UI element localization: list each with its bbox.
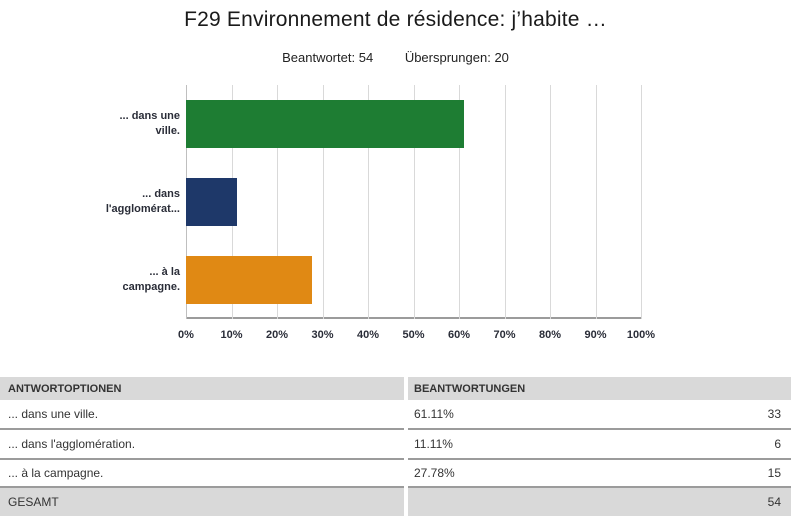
response-stats: Beantwortet: 54 Übersprungen: 20 bbox=[0, 50, 791, 65]
header-antwortoptionen: ANTWORTOPTIONEN bbox=[0, 377, 404, 400]
table-row-3: ... à la campagne. 27.78% 15 bbox=[0, 460, 791, 488]
x-tick-label-40%: 40% bbox=[356, 329, 380, 341]
category-label-2: ... dans l'agglomérat... bbox=[105, 188, 180, 215]
option-cell: ... dans l'agglomération. bbox=[0, 430, 404, 460]
x-tick-label-90%: 90% bbox=[584, 329, 607, 341]
gridline-20% bbox=[277, 85, 278, 319]
total-count: 54 bbox=[767, 495, 781, 509]
option-cell: ... à la campagne. bbox=[0, 460, 404, 488]
table-row-1: ... dans une ville. 61.11% 33 bbox=[0, 400, 791, 430]
gridline-60% bbox=[459, 85, 460, 319]
gridline-80% bbox=[550, 85, 551, 319]
percent-cell: 27.78% bbox=[414, 466, 455, 480]
count-cell: 6 bbox=[774, 437, 781, 451]
answered-value: 54 bbox=[358, 50, 374, 65]
gridline-30% bbox=[322, 85, 324, 319]
option-cell: ... dans une ville. bbox=[0, 400, 404, 430]
header-beantwortungen: BEANTWORTUNGEN bbox=[408, 377, 791, 400]
x-tick-label-70%: 70% bbox=[493, 329, 516, 341]
skipped-label: Übersprungen: bbox=[404, 50, 491, 65]
gridline-40% bbox=[368, 85, 369, 319]
x-tick-label-20%: 20% bbox=[265, 329, 289, 341]
bar-chart: 0% 10% 20% 30% 40% 50% 60% 70% 80% 90% 100% ... dan… bbox=[105, 85, 656, 341]
category-label-3: ... à la campagne. bbox=[122, 266, 180, 293]
chart-plot-area bbox=[186, 85, 642, 319]
gridline-70% bbox=[504, 85, 506, 319]
category-label-1: ... dans une ville. bbox=[119, 110, 180, 137]
bar-3-... à la campagne.[interactable] bbox=[186, 256, 313, 304]
gridline-90% bbox=[595, 85, 597, 319]
table-header-row: ANTWORTOPTIONEN BEANTWORTUNGEN bbox=[0, 377, 791, 400]
answered-label: Beantwortet: bbox=[282, 50, 356, 65]
x-tick-label-10%: 10% bbox=[220, 329, 243, 341]
x-tick-label-50%: 50% bbox=[402, 329, 425, 341]
bar-1-... dans une ville.[interactable] bbox=[186, 100, 465, 148]
x-tick-label-100%: 100% bbox=[626, 329, 656, 341]
table-total-row: GESAMT 54 bbox=[0, 488, 791, 516]
table-body: ... dans une ville. 61.11% 33 ... dans l'ag… bbox=[0, 400, 791, 488]
percent-cell: 61.11% bbox=[414, 407, 454, 421]
skipped-value: 20 bbox=[494, 50, 509, 65]
x-tick-label-30%: 30% bbox=[311, 329, 334, 341]
table-row-2: ... dans l'agglomération. 11.11% 6 bbox=[0, 430, 791, 460]
x-tick-label-60%: 60% bbox=[447, 329, 471, 341]
bar-2-... dans l'agglomération.[interactable] bbox=[186, 178, 237, 226]
gridline-100% bbox=[641, 85, 642, 319]
x-tick-label-0%: 0% bbox=[178, 329, 194, 341]
total-label: GESAMT bbox=[0, 488, 404, 516]
count-cell: 15 bbox=[767, 466, 781, 480]
skipped-stat: Übersprungen: 20 bbox=[405, 50, 509, 65]
percent-cell: 11.11% bbox=[414, 437, 453, 451]
gridline-50% bbox=[413, 85, 415, 319]
answered-stat: Beantwortet: 54 bbox=[282, 50, 373, 65]
count-cell: 33 bbox=[767, 407, 781, 421]
page-title: F29 Environnement de résidence: j’habite… bbox=[184, 8, 607, 31]
x-tick-label-80%: 80% bbox=[538, 329, 562, 341]
results-table: ANTWORTOPTIONEN BEANTWORTUNGEN ... dans … bbox=[0, 377, 791, 516]
